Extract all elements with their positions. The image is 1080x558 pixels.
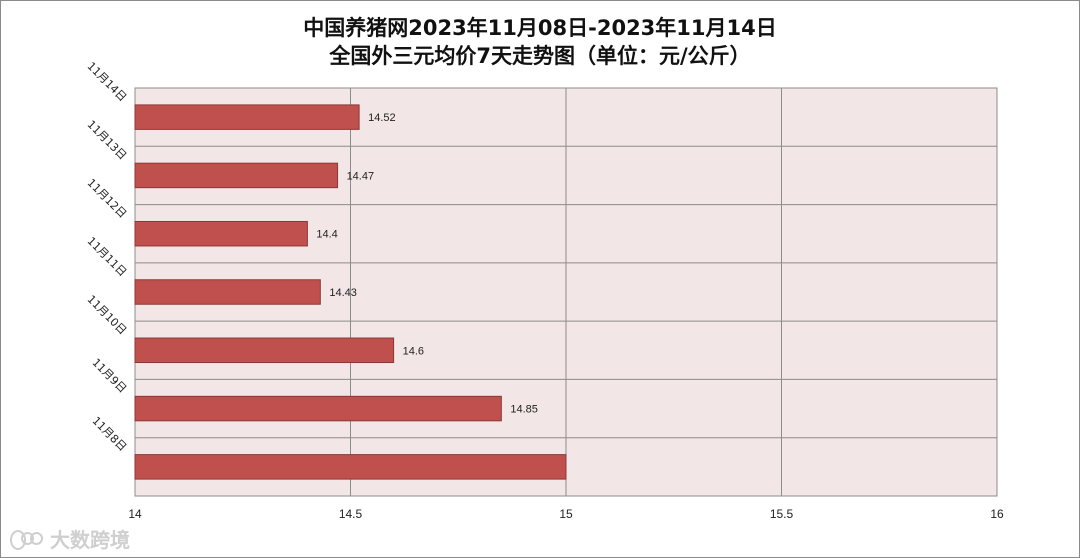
category-label: 11月8日	[89, 414, 129, 454]
data-label: 14.85	[510, 404, 538, 416]
data-label: 14.47	[347, 170, 375, 182]
chart-title-line2: 全国外三元均价7天走势图（单位：元/公斤）	[329, 44, 751, 68]
x-tick-label: 14.5	[339, 507, 363, 521]
bar	[134, 395, 502, 422]
watermark-logo-icon	[10, 528, 44, 550]
category-label: 11月14日	[85, 60, 130, 105]
data-label: 14.6	[403, 345, 424, 357]
bar	[134, 220, 308, 247]
bar	[134, 104, 360, 130]
data-label: 14.43	[329, 287, 357, 299]
chart-title: 中国养猪网2023年11月08日-2023年11月14日 全国外三元均价7天走势…	[0, 14, 1080, 70]
x-tick-label: 15.5	[770, 507, 794, 521]
data-label: 14.52	[368, 112, 396, 124]
x-tick-label: 15	[559, 507, 573, 521]
watermark: 大数跨境	[10, 524, 130, 553]
data-label: 14.4	[316, 229, 337, 241]
category-label: 11月9日	[89, 356, 129, 396]
chart-title-line1: 中国养猪网2023年11月08日-2023年11月14日	[303, 16, 777, 40]
x-tick-label: 14	[128, 507, 142, 521]
watermark-text: 大数跨境	[50, 528, 130, 552]
category-label: 11月13日	[85, 118, 130, 163]
x-tick-label: 16	[990, 507, 1004, 521]
bar	[134, 454, 567, 480]
bar	[134, 162, 339, 189]
category-label: 11月10日	[85, 293, 130, 338]
bar	[134, 337, 395, 364]
bar	[134, 279, 321, 305]
category-label: 11月11日	[85, 234, 130, 279]
category-label: 11月12日	[85, 176, 130, 221]
